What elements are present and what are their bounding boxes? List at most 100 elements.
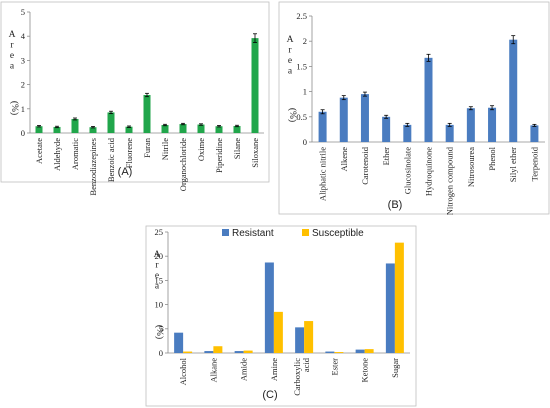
bar (174, 332, 184, 353)
x-tick-label: Silyl ether (508, 147, 518, 182)
y-axis-label-char: a (10, 62, 15, 72)
bar (304, 321, 314, 353)
y-axis-label-char: r (10, 41, 14, 51)
panel-label: (A) (118, 166, 133, 178)
bar (488, 107, 497, 142)
bar (89, 127, 97, 133)
x-tick-label: Acetate (34, 138, 44, 164)
y-axis-label-char: e (288, 56, 292, 66)
bar (125, 126, 133, 133)
y-axis-label-char: a (288, 67, 293, 77)
x-tick-label: Nitrosourea (466, 147, 476, 187)
y-tick-label: 25 (155, 227, 164, 237)
bar (394, 242, 404, 353)
x-tick-label: Silane (232, 138, 242, 159)
x-tick-label: Terpenoid (529, 146, 539, 181)
x-tick-label: Hydroquinone (424, 147, 434, 196)
bar (251, 38, 259, 133)
x-tick-label: Nitrogen compound (445, 146, 455, 215)
y-tick-label: 15 (155, 275, 164, 285)
x-tick-label: Alkane (208, 358, 218, 383)
y-tick-label: 0 (303, 137, 307, 147)
y-tick-label: 1 (21, 104, 25, 114)
bar (213, 346, 223, 353)
x-tick-label: Ketone (360, 358, 370, 383)
legend-label: Susceptible (312, 228, 364, 239)
y-axis-label-char: r (155, 261, 159, 271)
bar (385, 263, 395, 353)
legend: Resistant Susceptible (222, 228, 364, 239)
panel-label: (B) (388, 199, 403, 211)
y-tick-label: 1.5 (296, 61, 307, 71)
y-axis-label-char: A (9, 30, 16, 40)
x-tick-label: Aldehyde (52, 138, 62, 171)
x-tick-label: Oxime (196, 138, 206, 161)
y-axis-label-char: e (155, 271, 159, 281)
x-tick-label: Aromatic (70, 138, 80, 170)
y-axis-label-unit: (%) (9, 101, 20, 115)
x-tick-label: Furan (142, 137, 152, 158)
y-tick-label: 0 (159, 348, 163, 358)
bar (71, 118, 79, 133)
y-axis-label-unit: (%) (287, 108, 298, 122)
bar (215, 126, 223, 133)
bar (360, 94, 369, 142)
y-axis-label-unit: (%) (154, 325, 165, 339)
bar (233, 125, 241, 133)
bar (295, 327, 305, 353)
panel-label: (C) (262, 389, 277, 401)
bar (334, 352, 344, 353)
y-tick-label: 2 (21, 80, 25, 90)
y-tick-label: 5 (21, 7, 25, 17)
bar (35, 126, 43, 133)
bar (364, 349, 374, 353)
bar (382, 116, 391, 142)
x-tick-label: Siloxane (250, 138, 260, 168)
x-tick-label: Piperidine (214, 138, 224, 173)
bar (325, 351, 335, 353)
legend-label: Resistant (232, 228, 274, 239)
bar (355, 349, 365, 353)
bar (445, 124, 454, 142)
y-tick-label: 4 (21, 31, 26, 41)
bar (143, 95, 151, 133)
bar (161, 125, 169, 133)
x-tick-label: Amine (269, 358, 279, 381)
bar (204, 351, 214, 353)
x-tick-label: Ether (381, 147, 391, 166)
y-tick-label: 3 (21, 55, 25, 65)
y-tick-label: 20 (155, 251, 164, 261)
x-tick-label: Phenol (487, 146, 497, 170)
bar (273, 311, 283, 353)
legend-swatch (222, 229, 229, 236)
y-axis-label-char: A (154, 250, 161, 260)
x-tick-label: Benzoic acid (106, 137, 116, 182)
bar (403, 124, 412, 142)
x-tick-label: Alkene (339, 147, 349, 172)
bar (243, 350, 253, 353)
y-tick-label: 2.5 (296, 11, 307, 21)
y-tick-label: 5 (159, 324, 163, 334)
x-tick-label: Carotenoid (360, 146, 370, 185)
bar (183, 351, 193, 353)
x-tick-label: Amide (239, 358, 249, 381)
bar (339, 97, 348, 142)
legend-swatch (302, 229, 309, 236)
y-axis-label-char: a (155, 282, 160, 292)
bar (509, 39, 518, 142)
x-tick-label: Nitrile (160, 138, 170, 160)
x-tick-label: Ester (329, 358, 339, 376)
x-tick-label: Fluorene (124, 138, 134, 168)
y-axis-label-char: e (10, 51, 14, 61)
bar (179, 124, 187, 133)
y-tick-label: 0.5 (296, 112, 307, 122)
bar (318, 111, 327, 142)
x-tick-label: Glucosinolate (402, 147, 412, 194)
bar (424, 57, 433, 142)
